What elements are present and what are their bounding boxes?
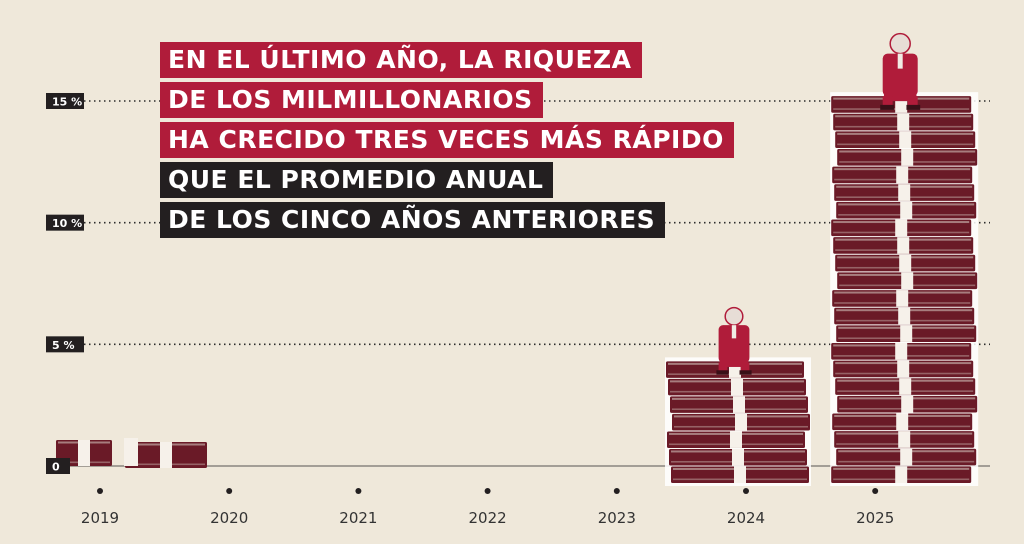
banknote-bundle	[672, 413, 810, 431]
y-tick-label: 15 %	[46, 93, 84, 109]
banknote-bundle	[835, 131, 976, 149]
banknote-bundle	[832, 290, 973, 307]
bar-2019	[56, 438, 207, 468]
y-tick-label-bg	[46, 336, 84, 353]
x-tick-label: 2023	[598, 509, 636, 527]
banknote-bundle	[833, 360, 974, 378]
banknote-bundle	[125, 442, 207, 468]
banknote-bundle	[837, 272, 978, 290]
x-tick-dot	[743, 488, 749, 494]
x-tick-dot	[872, 488, 879, 494]
banknote-bundle	[835, 378, 976, 395]
y-tick-label-text: 15 %	[52, 96, 82, 109]
headline-line-4: QUE EL PROMEDIO ANUAL	[160, 162, 554, 198]
headline-line-5: DE LOS CINCO AÑOS ANTERIORES	[160, 202, 666, 238]
billionaire-figure	[716, 306, 752, 375]
x-tick-dot	[97, 488, 103, 494]
banknote-bundle	[831, 466, 972, 483]
bar-2025	[830, 32, 979, 486]
x-tick-label: 2019	[81, 509, 119, 527]
banknote-bundle	[836, 325, 977, 342]
banknote-bundle	[831, 342, 972, 360]
y-axis: 0 5 % 10 % 15 %	[46, 93, 84, 474]
y-tick-label: 10 %	[46, 214, 84, 231]
banknote-bundle	[667, 431, 805, 448]
banknote-bundle	[671, 466, 809, 483]
y-tick-label: 0	[46, 458, 70, 474]
x-tick-label: 2025	[856, 509, 894, 527]
x-tick-dot	[484, 488, 491, 494]
y-tick-label-text: 0	[52, 461, 60, 474]
banknote-bundle	[835, 254, 976, 272]
headline-line-1: EN EL ÚLTIMO AÑO, LA RIQUEZA	[160, 42, 642, 78]
headline: EN EL ÚLTIMO AÑO, LA RIQUEZA DE LOS MILM…	[160, 42, 734, 238]
banknote-bundle	[837, 395, 978, 413]
y-tick-label-bg	[46, 458, 70, 474]
banknote-bundle	[834, 307, 975, 325]
banknote-bundle	[836, 448, 977, 466]
banknote-bundle	[834, 184, 975, 201]
y-tick-label: 5 %	[46, 336, 84, 353]
headline-line-3: HA CRECIDO TRES VECES MÁS RÁPIDO	[160, 122, 734, 158]
banknote-bundle	[834, 431, 975, 448]
y-tick-label-bg	[46, 93, 84, 109]
x-tick-dot	[355, 488, 362, 494]
x-tick-label: 2022	[469, 509, 507, 527]
banknote-bundle	[831, 219, 972, 237]
headline-line-2: DE LOS MILMILLONARIOS	[160, 82, 543, 118]
x-tick-label: 2021	[339, 509, 377, 527]
y-tick-label-text: 5 %	[52, 339, 75, 352]
banknote-bundle	[833, 113, 974, 131]
banknote-bundle	[669, 448, 807, 466]
banknote-bundle	[832, 166, 973, 184]
x-tick-dot	[613, 488, 620, 494]
banknote-bundle	[837, 149, 978, 166]
x-tick-dot	[226, 488, 233, 494]
bars-layer	[56, 32, 979, 486]
banknote-bundle	[833, 237, 974, 254]
banknote-bundle	[670, 396, 808, 413]
x-tick-label: 2024	[727, 509, 765, 527]
x-axis: 2019 2020 2021 2022 2023 2024 2025	[81, 488, 894, 527]
x-tick-label: 2020	[210, 509, 248, 527]
bar-2024	[665, 306, 811, 486]
banknote-bundle	[832, 413, 973, 431]
billionaire-figure	[880, 32, 921, 110]
y-tick-label-text: 10 %	[52, 217, 82, 230]
banknote-bundle	[668, 378, 806, 396]
banknote-bundle	[836, 201, 977, 219]
y-tick-label-bg	[46, 214, 84, 231]
